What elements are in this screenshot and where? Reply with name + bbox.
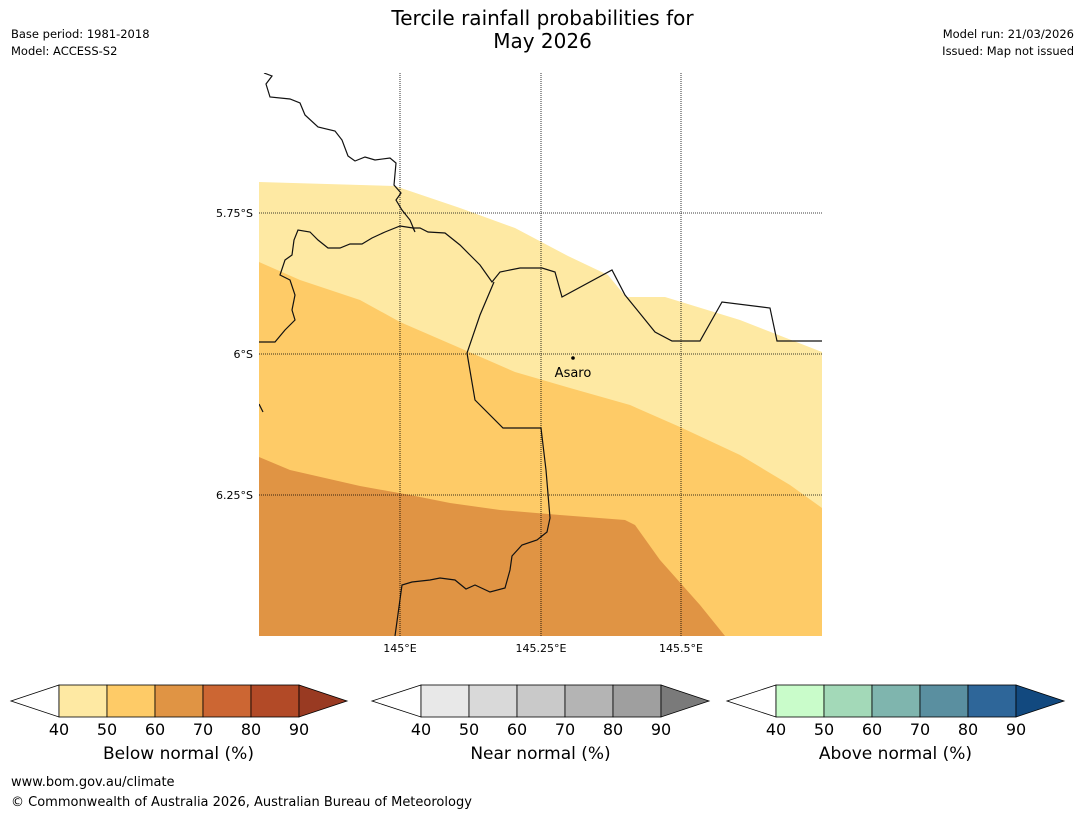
above-tick-70: 70 <box>910 720 930 739</box>
near-tick-80: 80 <box>603 720 623 739</box>
below-tick-70: 70 <box>193 720 213 739</box>
below-swatch-70 <box>202 684 252 718</box>
near-tick-40: 40 <box>411 720 431 739</box>
near-swatch-40 <box>420 684 470 718</box>
below-swatch-50 <box>106 684 156 718</box>
above-tick-80: 80 <box>958 720 978 739</box>
lat-label-6-25: 6.25°S <box>216 489 253 502</box>
near-extend-min <box>370 684 422 718</box>
above-swatch-80 <box>967 684 1017 718</box>
below-swatch-40 <box>58 684 108 718</box>
above-tick-90: 90 <box>1006 720 1026 739</box>
lat-label-6-00: 6°S <box>234 348 253 361</box>
near-tick-60: 60 <box>507 720 527 739</box>
footer-copyright: © Commonwealth of Australia 2026, Austra… <box>11 795 472 810</box>
below-normal-label: Below normal (%) <box>103 744 254 764</box>
model-name: Model: ACCESS-S2 <box>11 44 118 58</box>
coastline-borders <box>259 73 822 636</box>
below-tick-90: 90 <box>289 720 309 739</box>
above-normal-label: Above normal (%) <box>818 744 973 764</box>
below-extend-min <box>9 684 60 718</box>
below-swatch-60 <box>154 684 204 718</box>
above-colorbar: 40 50 60 70 80 90 <box>725 684 1066 739</box>
below-swatch-80 <box>250 684 300 718</box>
above-swatch-50 <box>823 684 873 718</box>
asaro-marker <box>571 356 575 360</box>
district-border-central <box>394 281 551 636</box>
near-swatch-60 <box>516 684 566 718</box>
above-extend-min <box>725 684 777 718</box>
forecast-map: 5.75°S 6°S 6.25°S 145°E 145.25°E 145.5°E… <box>216 73 822 655</box>
above-extend-max <box>1015 684 1066 718</box>
above-swatch-40 <box>775 684 825 718</box>
above-tick-50: 50 <box>814 720 834 739</box>
northern-border <box>263 73 822 342</box>
title-line-2: May 2026 <box>493 29 592 53</box>
model-run: Model run: 21/03/2026 <box>942 27 1074 41</box>
asaro-label: Asaro <box>555 366 592 381</box>
meta-right: Model run: 21/03/2026 Issued: Map not is… <box>942 26 1074 60</box>
near-tick-70: 70 <box>555 720 575 739</box>
axis-labels: 5.75°S 6°S 6.25°S 145°E 145.25°E 145.5°E <box>216 207 703 655</box>
lat-label-5-75: 5.75°S <box>216 207 253 220</box>
below-tick-50: 50 <box>97 720 117 739</box>
above-swatch-70 <box>919 684 969 718</box>
near-normal-label: Near normal (%) <box>470 744 611 764</box>
below-extend-max <box>298 684 349 718</box>
district-border-north <box>259 225 414 343</box>
near-swatch-50 <box>468 684 518 718</box>
near-tick-50: 50 <box>459 720 479 739</box>
lon-label-145-50: 145.5°E <box>659 642 703 655</box>
near-tick-90: 90 <box>651 720 671 739</box>
below-tick-40: 40 <box>49 720 69 739</box>
near-swatch-70 <box>564 684 614 718</box>
band-60-70 <box>259 457 725 636</box>
issued-status: Issued: Map not issued <box>942 44 1074 58</box>
map-title: Tercile rainfall probabilities for May 2… <box>0 7 1085 53</box>
near-swatch-80 <box>612 684 662 718</box>
probability-shading <box>259 182 822 636</box>
below-tick-80: 80 <box>241 720 261 739</box>
district-border-west-tick <box>259 403 264 413</box>
lon-label-145-25: 145.25°E <box>516 642 567 655</box>
near-extend-max <box>660 684 711 718</box>
colorbar-legends: 40 50 60 70 80 90 40 50 60 70 80 90 40 50 60 70 80 90 <box>9 684 1066 739</box>
above-tick-40: 40 <box>766 720 786 739</box>
meta-left: Base period: 1981-2018 Model: ACCESS-S2 <box>11 26 150 60</box>
footer-url[interactable]: www.bom.gov.au/climate <box>11 775 175 790</box>
base-period: Base period: 1981-2018 <box>11 27 150 41</box>
below-tick-60: 60 <box>145 720 165 739</box>
lon-label-145-00: 145°E <box>383 642 416 655</box>
above-swatch-60 <box>871 684 921 718</box>
above-tick-60: 60 <box>862 720 882 739</box>
below-colorbar: 40 50 60 70 80 90 <box>9 684 349 739</box>
near-colorbar: 40 50 60 70 80 90 <box>370 684 711 739</box>
title-line-1: Tercile rainfall probabilities for <box>391 6 694 30</box>
